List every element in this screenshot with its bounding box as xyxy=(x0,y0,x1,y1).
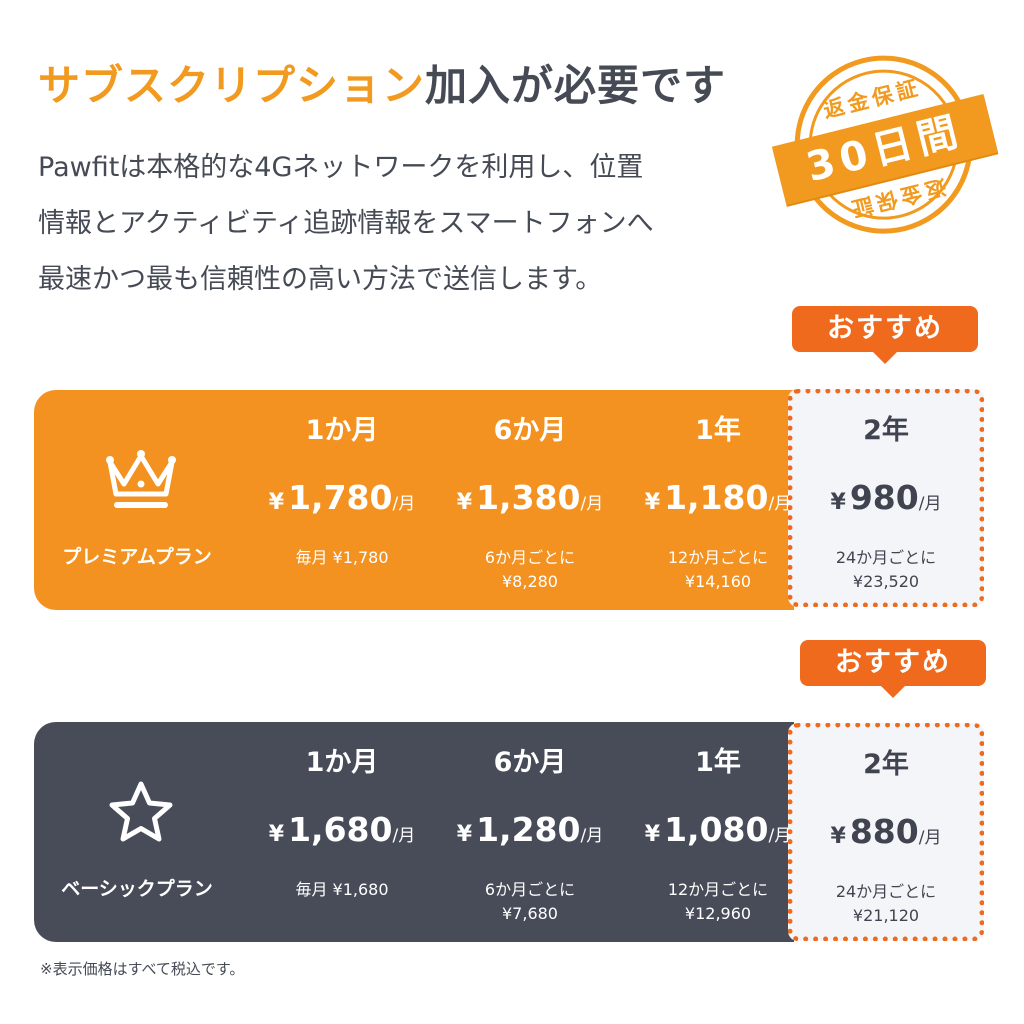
price-value: 1,380 xyxy=(476,478,581,517)
per-month-unit: /月 xyxy=(918,494,942,514)
billing-note: 12か月ごとに ¥12,960 xyxy=(618,878,818,926)
billing-note: 6か月ごとに ¥7,680 xyxy=(430,878,630,926)
per-month-unit: /月 xyxy=(768,826,792,846)
price-value: 980 xyxy=(849,478,919,517)
billing-note: 24か月ごとに ¥23,520 xyxy=(793,546,979,594)
description: Pawfitは本格的な4Gネットワークを利用し、位置 情報とアクティビティ追跡情… xyxy=(38,140,758,308)
per-month-unit: /月 xyxy=(392,494,416,514)
billing-note: 毎月 ¥1,780 xyxy=(242,546,442,570)
billing-note-line: 6か月ごとに xyxy=(484,548,576,567)
price-per-month: ¥1,080/月 xyxy=(618,810,818,849)
per-month-unit: /月 xyxy=(768,494,792,514)
description-line: 最速かつ最も信頼性の高い方法で送信します。 xyxy=(38,264,603,295)
period-label: 1年 xyxy=(695,415,741,446)
price-column-1y[interactable]: 1年 ¥1,180/月 12か月ごとに ¥14,160 xyxy=(618,390,818,610)
billing-note: 12か月ごとに ¥14,160 xyxy=(618,546,818,594)
price-per-month: ¥1,780/月 xyxy=(242,478,442,517)
billing-note-line: 毎月 ¥1,780 xyxy=(295,548,389,567)
price-value: 1,680 xyxy=(288,810,393,849)
price-column-1m[interactable]: 1か月 ¥1,780/月 毎月 ¥1,780 xyxy=(242,390,442,610)
billing-note-line: 12か月ごとに xyxy=(667,880,769,899)
billing-note-total: ¥7,680 xyxy=(502,904,558,923)
yen-symbol: ¥ xyxy=(830,824,846,849)
yen-symbol: ¥ xyxy=(644,490,661,515)
period-label: 1か月 xyxy=(305,747,379,778)
plan-name: ベーシックプラン xyxy=(61,878,213,900)
tax-footnote: ※表示価格はすべて税込です。 xyxy=(40,960,245,978)
plan-name: プレミアムプラン xyxy=(62,546,212,568)
period-label: 6か月 xyxy=(493,415,567,446)
billing-note-total: ¥12,960 xyxy=(684,904,752,923)
billing-note-total: ¥23,520 xyxy=(852,572,920,591)
yen-symbol: ¥ xyxy=(268,490,285,515)
star-icon xyxy=(109,781,173,842)
price-value: 1,080 xyxy=(664,810,769,849)
billing-note: 毎月 ¥1,680 xyxy=(242,878,442,902)
billing-note-total: ¥14,160 xyxy=(684,572,752,591)
price-column-2y-recommended[interactable]: 2年 ¥880/月 24か月ごとに ¥21,120 xyxy=(788,723,984,941)
price-per-month: ¥1,180/月 xyxy=(618,478,818,517)
period-label: 2年 xyxy=(863,749,909,780)
billing-note-line: 12か月ごとに xyxy=(667,548,769,567)
yen-symbol: ¥ xyxy=(830,490,846,515)
period-label: 2年 xyxy=(863,415,909,446)
per-month-unit: /月 xyxy=(580,826,604,846)
price-per-month: ¥1,380/月 xyxy=(430,478,630,517)
title-rest: 加入が必要です xyxy=(425,61,727,110)
billing-note-line: 6か月ごとに xyxy=(484,880,576,899)
recommended-badge-basic: おすすめ xyxy=(800,640,986,698)
yen-symbol: ¥ xyxy=(268,822,285,847)
price-column-1m[interactable]: 1か月 ¥1,680/月 毎月 ¥1,680 xyxy=(242,722,442,942)
description-line: Pawfitは本格的な4Gネットワークを利用し、位置 xyxy=(38,152,644,183)
yen-symbol: ¥ xyxy=(456,490,473,515)
page-title: サブスクリプション加入が必要です xyxy=(38,52,726,113)
price-value: 1,280 xyxy=(476,810,581,849)
per-month-unit: /月 xyxy=(580,494,604,514)
billing-note-line: 毎月 ¥1,680 xyxy=(295,880,389,899)
price-column-6m[interactable]: 6か月 ¥1,380/月 6か月ごとに ¥8,280 xyxy=(430,390,630,610)
recommended-badge-premium: おすすめ xyxy=(792,306,978,364)
price-value: 880 xyxy=(849,812,919,851)
price-column-6m[interactable]: 6か月 ¥1,280/月 6か月ごとに ¥7,680 xyxy=(430,722,630,942)
yen-symbol: ¥ xyxy=(456,822,473,847)
price-per-month: ¥980/月 xyxy=(793,478,979,517)
period-label: 6か月 xyxy=(493,747,567,778)
per-month-unit: /月 xyxy=(918,828,942,848)
basic-plan-panel: ベーシックプラン 1か月 ¥1,680/月 毎月 ¥1,680 6か月 ¥1,2… xyxy=(34,722,794,942)
crown-icon xyxy=(106,450,176,508)
price-column-2y-recommended[interactable]: 2年 ¥980/月 24か月ごとに ¥23,520 xyxy=(788,389,984,607)
period-label: 1年 xyxy=(695,747,741,778)
billing-note-line: 24か月ごとに xyxy=(835,882,937,901)
billing-note-total: ¥8,280 xyxy=(502,572,558,591)
billing-note: 6か月ごとに ¥8,280 xyxy=(430,546,630,594)
title-accent: サブスクリプション xyxy=(38,61,426,110)
yen-symbol: ¥ xyxy=(644,822,661,847)
price-per-month: ¥880/月 xyxy=(793,812,979,851)
description-line: 情報とアクティビティ追跡情報をスマートフォンへ xyxy=(38,208,654,239)
money-back-stamp: 返金保証 30日間 返金保証 xyxy=(754,12,1024,286)
period-label: 1か月 xyxy=(305,415,379,446)
billing-note-line: 24か月ごとに xyxy=(835,548,937,567)
per-month-unit: /月 xyxy=(392,826,416,846)
premium-plan-panel: プレミアムプラン 1か月 ¥1,780/月 毎月 ¥1,780 6か月 ¥1,3… xyxy=(34,390,794,610)
price-per-month: ¥1,680/月 xyxy=(242,810,442,849)
billing-note-total: ¥21,120 xyxy=(852,906,920,925)
price-value: 1,180 xyxy=(664,478,769,517)
price-value: 1,780 xyxy=(288,478,393,517)
price-column-1y[interactable]: 1年 ¥1,080/月 12か月ごとに ¥12,960 xyxy=(618,722,818,942)
billing-note: 24か月ごとに ¥21,120 xyxy=(793,880,979,928)
price-per-month: ¥1,280/月 xyxy=(430,810,630,849)
